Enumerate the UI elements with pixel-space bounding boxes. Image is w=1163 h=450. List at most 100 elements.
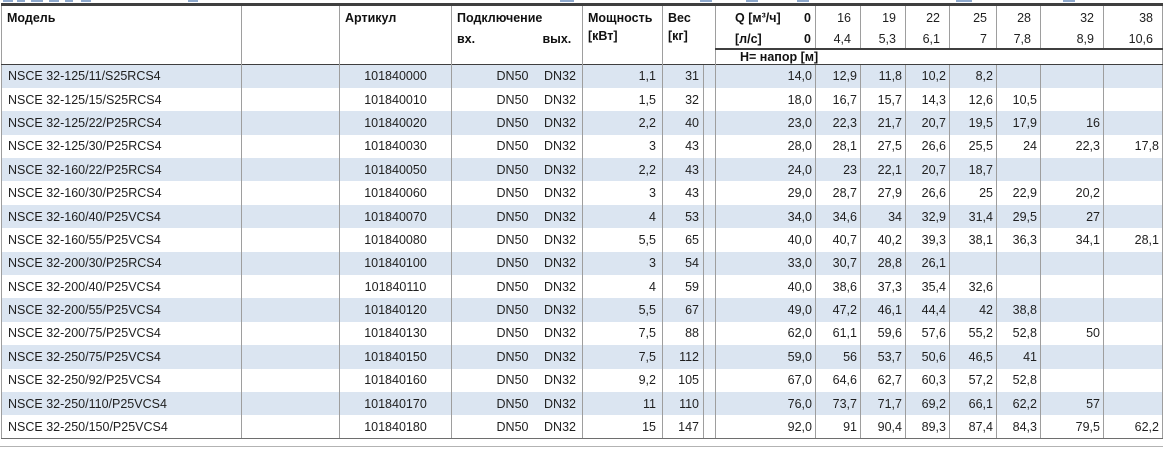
header-ls-7: 7 <box>949 27 997 49</box>
h0-cell: 40,0 <box>715 228 816 252</box>
bottom-divider <box>0 446 1163 447</box>
power-cell: 1,1 <box>582 63 663 88</box>
q25-cell: 25 <box>949 181 997 205</box>
artikul-cell: 101840000 <box>339 63 452 88</box>
dn-out-cell: DN32 <box>544 139 576 154</box>
spacer-cell <box>703 63 716 88</box>
q19-cell: 21,7 <box>860 111 906 135</box>
power-cell: 9,2 <box>582 368 663 392</box>
model-cell: NSCE 32-250/150/P25VCS4 <box>1 415 242 440</box>
artikul-cell: 101840150 <box>339 345 452 369</box>
cropped-text-remnant <box>560 0 574 2</box>
q22-cell: 35,4 <box>905 275 950 299</box>
artikul-cell: 101840130 <box>339 321 452 346</box>
weight-cell: 32 <box>662 87 704 112</box>
q38-cell <box>1103 298 1163 322</box>
power-cell: 5,5 <box>582 298 663 322</box>
h0-cell: 33,0 <box>715 251 816 276</box>
q32-cell <box>1040 251 1104 276</box>
artikul-cell: 101840120 <box>339 298 452 322</box>
weight-cell: 40 <box>662 111 704 135</box>
header-ls-10-6: 10,6 <box>1103 27 1163 49</box>
q28-cell: 62,2 <box>996 391 1041 416</box>
dn-in-cell: DN50 <box>451 368 535 392</box>
header-ls-7-8: 7,8 <box>996 27 1041 49</box>
q28-cell: 10,5 <box>996 87 1041 112</box>
model-cell: NSCE 32-160/22/P25RCS4 <box>1 158 242 182</box>
q38-cell <box>1103 204 1163 229</box>
spacer-cell <box>703 251 716 276</box>
q22-cell: 39,3 <box>905 228 950 252</box>
model-cell: NSCE 32-160/55/P25VCS4 <box>8 232 161 247</box>
q28-cell: 24 <box>996 134 1041 159</box>
power-cell: 3 <box>582 251 663 276</box>
q32-cell: 16 <box>1040 111 1104 135</box>
q22-cell: 69,2 <box>905 391 950 416</box>
table-row: NSCE 32-125/30/P25RCS4 101840030 DN50 DN… <box>2 134 1163 159</box>
spacer-cell <box>703 368 716 392</box>
q25-cell: 8,2 <box>949 63 997 88</box>
dn-out-cell: DN32 <box>544 92 576 107</box>
weight-cell: 147 <box>662 415 704 440</box>
q25-cell: 87,4 <box>949 415 997 440</box>
dn-in-cell: DN50 <box>451 228 535 252</box>
header-weight: Вес [кг] <box>662 4 716 65</box>
power-cell: 3 <box>582 181 663 205</box>
header-q-32: 32 <box>1040 4 1104 27</box>
h0-cell: 76,0 <box>715 391 816 416</box>
header-artikul: Артикул <box>339 4 452 65</box>
q38-cell <box>1103 158 1163 182</box>
model-cell: NSCE 32-200/30/P25RCS4 <box>1 251 242 276</box>
dn-in-cell: DN50 <box>451 251 535 276</box>
q19-cell: 22,1 <box>860 158 906 182</box>
q38-cell <box>1103 251 1163 276</box>
q28-cell <box>996 63 1041 88</box>
artikul-cell: 101840010 <box>339 87 452 112</box>
q38-cell: 28,1 <box>1103 228 1163 252</box>
q16-cell: 22,3 <box>815 111 861 135</box>
q28-cell: 22,9 <box>996 181 1041 205</box>
cropped-text-remnant <box>1063 0 1075 2</box>
header-q-flow: Q [м³/ч] 0 <box>715 4 816 27</box>
q16-cell: 34,6 <box>815 204 861 229</box>
q32-cell: 22,3 <box>1040 134 1104 159</box>
weight-cell: 43 <box>662 158 704 182</box>
model-cell: NSCE 32-160/40/P25VCS4 <box>1 204 242 229</box>
dn-in-cell: DN50 <box>451 134 535 159</box>
artikul-cell: 101840030 <box>339 134 452 159</box>
header-power-unit: [кВт] <box>588 29 618 43</box>
q16-cell: 38,6 <box>815 275 861 299</box>
q-unit-label: Q [м³/ч] <box>735 11 781 25</box>
ls-unit-label: [л/с] <box>735 32 762 46</box>
q38-cell <box>1103 345 1163 369</box>
cropped-text-remnant <box>797 0 809 2</box>
empty-cell <box>241 134 340 159</box>
q22-cell: 89,3 <box>905 415 950 440</box>
q19-cell: 27,5 <box>860 134 906 159</box>
model-cell: NSCE 32-250/92/P25VCS4 <box>8 373 161 388</box>
q32-cell: 27 <box>1040 204 1104 229</box>
dn-in-cell: DN50 <box>451 87 535 112</box>
q22-cell: 50,6 <box>905 345 950 369</box>
table-row: NSCE 32-125/15/S25RCS4 101840010 DN50 DN… <box>2 87 1163 112</box>
spec-table: Модель Артикул Подключение Мощность [кВт… <box>1 3 1163 440</box>
q16-cell: 12,9 <box>815 63 861 88</box>
weight-cell: 53 <box>662 204 704 229</box>
q19-cell: 28,8 <box>860 251 906 276</box>
q32-cell: 50 <box>1040 321 1104 346</box>
table-row: NSCE 32-200/40/P25VCS4 101840110 DN50 DN… <box>2 275 1163 299</box>
q32-cell <box>1040 298 1104 322</box>
empty-cell <box>241 87 340 112</box>
power-cell: 4 <box>582 204 663 229</box>
header-connection: Подключение <box>451 4 583 27</box>
q38-cell <box>1103 111 1163 135</box>
q25-cell: 18,7 <box>949 158 997 182</box>
header-conn-in: вх. <box>451 27 535 65</box>
q28-cell <box>996 251 1041 276</box>
spacer-cell <box>703 275 716 299</box>
h0-cell: 24,0 <box>715 158 816 182</box>
empty-cell <box>241 298 340 322</box>
dn-in-cell: DN50 <box>451 158 535 182</box>
q25-cell: 57,2 <box>949 368 997 392</box>
table-row: NSCE 32-200/30/P25RCS4 101840100 DN50 DN… <box>1 251 1163 276</box>
